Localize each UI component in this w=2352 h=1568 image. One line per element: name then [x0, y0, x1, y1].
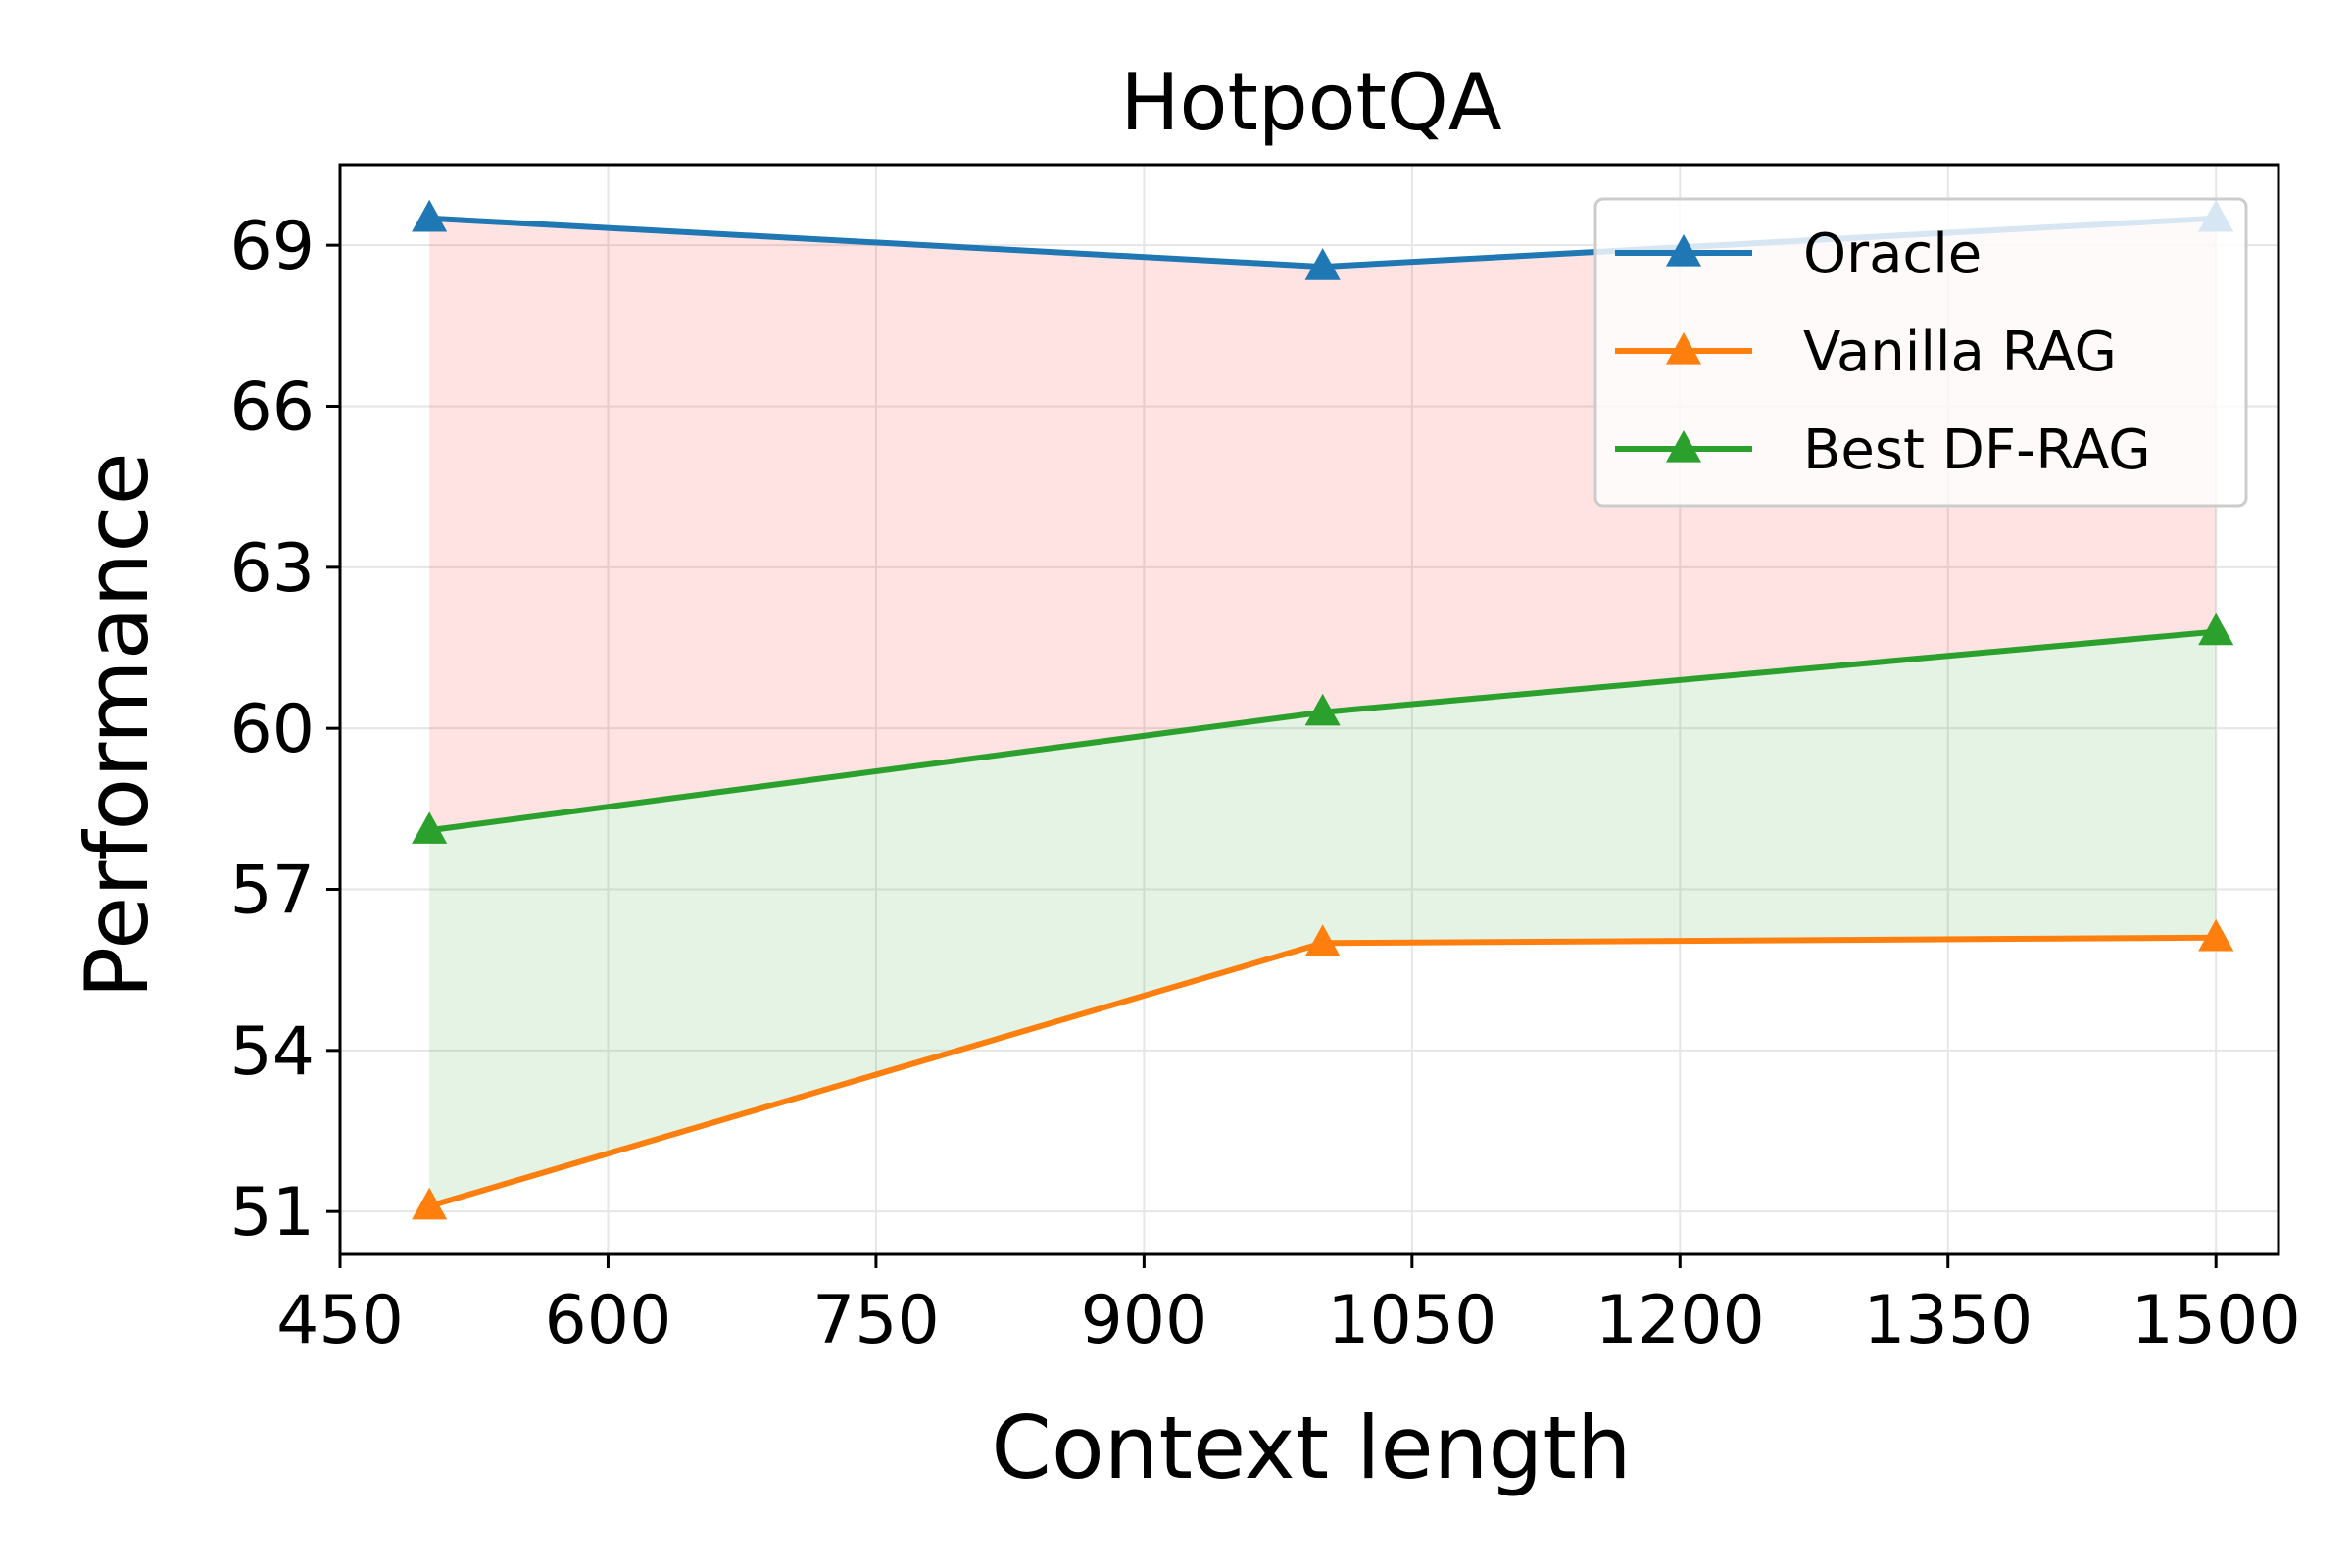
- data-point-oracle: [412, 199, 448, 232]
- x-tick-label: 900: [1080, 1282, 1207, 1359]
- x-tick-label: 1200: [1595, 1282, 1765, 1359]
- y-tick-label: 66: [229, 369, 315, 447]
- x-axis-title: Context length: [991, 1397, 1631, 1498]
- data-point-oracle: [1304, 248, 1341, 280]
- y-tick-label: 51: [229, 1174, 315, 1251]
- y-axis-title: Performance: [67, 452, 168, 999]
- y-tick-label: 60: [229, 691, 315, 768]
- legend-box: [1593, 197, 2248, 508]
- legend-marker-best-df-rag: [1665, 430, 1702, 463]
- legend-label-oracle: Oracle: [1803, 222, 1982, 286]
- y-tick-label: 54: [229, 1013, 315, 1091]
- data-point-best-df-rag: [412, 811, 448, 844]
- data-point-vanilla-rag: [1304, 924, 1341, 956]
- legend-marker-oracle: [1665, 234, 1702, 267]
- legend-marker-vanilla-rag: [1665, 332, 1702, 365]
- x-tick-label: 1050: [1327, 1282, 1496, 1359]
- chart-title: HotpotQA: [1120, 57, 1502, 148]
- x-tick-label: 450: [276, 1282, 404, 1359]
- data-point-vanilla-rag: [2198, 918, 2234, 952]
- x-tick-label: 1350: [1863, 1282, 2033, 1359]
- fill-area-vanilla-rag-to-best-df-rag: [429, 631, 2217, 1206]
- data-point-vanilla-rag: [412, 1187, 448, 1220]
- axis-ticks: 450 600 750 900 1050 1200 1350 1500 51 54 57 60 63 66…: [229, 208, 2300, 1359]
- data-point-best-df-rag: [1304, 693, 1341, 726]
- data-point-best-df-rag: [2198, 612, 2234, 646]
- y-tick-label: 63: [229, 530, 315, 608]
- plot-frame: [338, 163, 2280, 1256]
- legend: Oracle Vanilla RAG Best DF-RAG: [1593, 197, 2248, 508]
- x-tick-label: 1500: [2132, 1282, 2301, 1359]
- x-tick-label: 750: [812, 1282, 940, 1359]
- y-tick-label: 57: [229, 853, 315, 930]
- y-tick-label: 69: [229, 208, 315, 285]
- legend-label-vanilla-rag: Vanilla RAG: [1803, 320, 2117, 384]
- x-tick-label: 600: [545, 1282, 672, 1359]
- legend-label-best-df-rag: Best DF-RAG: [1803, 418, 2151, 482]
